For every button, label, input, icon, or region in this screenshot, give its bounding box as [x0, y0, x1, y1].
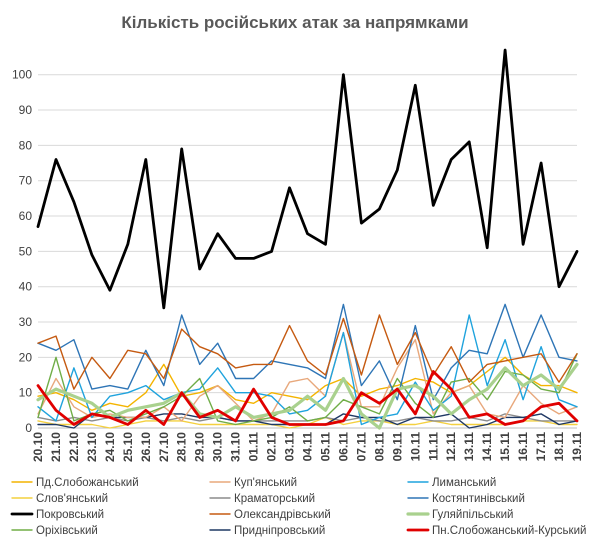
- x-tick-label: 25.10: [121, 432, 135, 462]
- legend-label: Оріхівський: [36, 525, 98, 537]
- x-tick-label: 15.11: [498, 432, 512, 462]
- y-tick-label: 100: [12, 68, 32, 82]
- series-line: [37, 353, 578, 426]
- legend-label: Пд.Слобожанський: [36, 477, 139, 489]
- gridlines: [38, 74, 577, 429]
- legend-item: Оріхівський: [11, 525, 98, 537]
- x-tick-label: 31.10: [229, 432, 243, 462]
- legend-label: Покровський: [36, 509, 104, 521]
- series-line: [36, 370, 579, 426]
- legend-item: Пд.Слобожанський: [11, 477, 139, 489]
- legend-label: Костянтинівський: [432, 493, 525, 505]
- legend-item: Пн.Слобожанський-Курський: [406, 525, 586, 537]
- x-tick-label: 22.10: [67, 432, 81, 462]
- x-tick-label: 24.10: [103, 432, 117, 462]
- x-tick-label: 20.10: [31, 432, 45, 462]
- x-tick-label: 09.11: [390, 432, 404, 462]
- series-line: [37, 314, 578, 426]
- x-tick-label: 26.10: [139, 432, 153, 462]
- plot-area: [36, 48, 579, 430]
- x-axis: 20.10 21.10 22.10 23.10 24.10 25.10 26.10 27.10…: [31, 432, 584, 462]
- series-line: [37, 314, 578, 390]
- legend-item: Лиманський: [407, 477, 496, 489]
- x-tick-label: 21.10: [49, 432, 63, 462]
- x-tick-label: 27.10: [157, 432, 171, 462]
- x-tick-label: 23.10: [85, 432, 99, 462]
- y-tick-label: 50: [19, 244, 33, 258]
- legend-item: Придніпровський: [209, 525, 325, 537]
- x-tick-label: 16.11: [516, 432, 530, 462]
- series-line: [37, 303, 578, 401]
- y-tick-label: 20: [19, 350, 33, 364]
- x-tick-label: 30.10: [211, 432, 225, 462]
- x-tick-label: 18.11: [552, 432, 566, 462]
- legend-label: Придніпровський: [234, 525, 325, 537]
- series-line: [36, 362, 579, 430]
- y-axis: 0 10 20 30 40 50 60 70 80 90 100: [12, 68, 32, 435]
- x-tick-label: 08.11: [372, 432, 386, 462]
- legend-label: Куп'янський: [234, 477, 297, 489]
- legend-label: Олександрівський: [234, 509, 331, 521]
- y-tick-label: 30: [19, 315, 33, 329]
- y-tick-label: 70: [19, 174, 33, 188]
- legend-label: Пн.Слобожанський-Курський: [432, 525, 586, 537]
- x-tick-label: 10.11: [408, 432, 422, 462]
- legend-label: Краматорський: [234, 493, 315, 505]
- x-tick-label: 29.10: [193, 432, 207, 462]
- x-tick-label: 13.11: [462, 432, 476, 462]
- y-tick-label: 0: [25, 421, 32, 435]
- x-tick-label: 05.11: [318, 432, 332, 462]
- legend-item: Покровський: [10, 509, 104, 521]
- series-line: [36, 48, 579, 310]
- x-tick-label: 19.11: [570, 432, 584, 462]
- chart-title: Кількість російських атак за напрямками: [121, 13, 468, 32]
- y-tick-label: 40: [19, 280, 33, 294]
- x-tick-label: 17.11: [534, 432, 548, 462]
- x-tick-label: 02.11: [265, 432, 279, 462]
- x-tick-label: 01.11: [247, 432, 261, 462]
- legend-item: Костянтинівський: [407, 493, 525, 505]
- series-line: [37, 356, 578, 411]
- legend-item: Куп'янський: [209, 477, 297, 489]
- y-tick-label: 10: [19, 386, 33, 400]
- y-tick-label: 90: [19, 103, 33, 117]
- x-tick-label: 03.11: [283, 432, 297, 462]
- x-tick-label: 04.11: [301, 432, 315, 462]
- legend-item: Олександрівський: [209, 509, 331, 521]
- legend-item: Гуляйпільський: [406, 509, 513, 521]
- legend-label: Слов'янський: [36, 493, 108, 505]
- x-tick-label: 14.11: [480, 432, 494, 462]
- legend-item: Слов'янський: [11, 493, 108, 505]
- legend-label: Лиманський: [432, 477, 496, 489]
- legend-label: Гуляйпільський: [432, 509, 513, 521]
- x-tick-label: 11.11: [426, 432, 440, 461]
- y-tick-label: 80: [19, 138, 33, 152]
- y-tick-label: 60: [19, 209, 33, 223]
- x-tick-label: 12.11: [444, 432, 458, 462]
- x-tick-label: 28.10: [175, 432, 189, 462]
- legend-item: Краматорський: [209, 493, 315, 505]
- legend: Пд.Слобожанський Куп'янський Лиманський Сло…: [10, 477, 586, 537]
- x-tick-label: 07.11: [354, 432, 368, 462]
- x-tick-label: 06.11: [336, 432, 350, 462]
